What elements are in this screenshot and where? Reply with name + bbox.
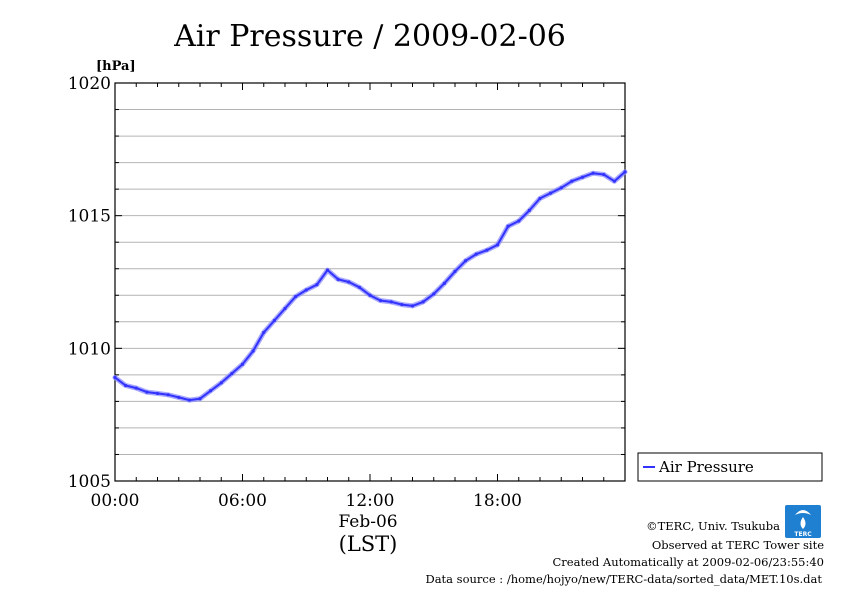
- data-point: [272, 318, 276, 323]
- data-point: [134, 386, 138, 390]
- data-point: [538, 196, 542, 201]
- data-point: [453, 269, 457, 273]
- data-point: [230, 371, 234, 376]
- data-point: [559, 186, 563, 190]
- terc-logo: TERC: [785, 505, 821, 538]
- series-line: [114, 170, 626, 402]
- gridlines: [115, 109, 625, 455]
- x-tick-label: 18:00: [473, 491, 522, 511]
- y-axis-unit-label: [hPa]: [96, 59, 136, 74]
- data-point: [113, 375, 117, 380]
- data-point: [549, 191, 553, 195]
- axis-ticks: [114, 82, 626, 482]
- data-point: [580, 175, 585, 179]
- data-point: [517, 219, 521, 223]
- data-source-text: Data source : /home/hojyo/new/TERC-data/…: [425, 572, 822, 586]
- data-point: [527, 208, 531, 212]
- data-point: [602, 172, 606, 177]
- data-point: [283, 306, 287, 311]
- data-point: [145, 390, 149, 394]
- x-axis-date-label: Feb-06: [338, 512, 397, 532]
- data-point: [155, 391, 160, 396]
- data-point: [187, 398, 191, 402]
- data-point: [623, 170, 627, 174]
- data-point: [389, 300, 393, 304]
- y-tick-label: 1005: [68, 472, 111, 492]
- legend-box: [637, 452, 823, 482]
- created-text: Created Automatically at 2009-02-06/23:5…: [553, 555, 825, 569]
- data-point: [262, 330, 266, 335]
- logo-drop-icon: [800, 517, 806, 529]
- data-point: [347, 280, 351, 284]
- data-point: [612, 179, 616, 183]
- y-tick-label: 1010: [68, 339, 111, 359]
- legend-label: Air Pressure: [658, 458, 754, 476]
- data-point: [442, 281, 446, 285]
- series-air-pressure: [112, 169, 628, 403]
- logo-wave-icon: [795, 510, 811, 515]
- data-point: [357, 285, 361, 289]
- logo-text: TERC: [794, 531, 812, 538]
- data-point: [124, 383, 128, 388]
- data-point: [485, 248, 489, 252]
- data-point: [464, 259, 468, 263]
- y-tick-label: 1020: [68, 74, 111, 94]
- data-point: [410, 304, 415, 308]
- x-tick-label: 12:00: [346, 491, 395, 511]
- data-point: [400, 302, 404, 307]
- data-point: [379, 298, 383, 303]
- data-point: [294, 294, 298, 299]
- data-point: [198, 397, 202, 401]
- data-point: [421, 300, 425, 304]
- data-point: [325, 268, 330, 272]
- data-point: [495, 243, 500, 247]
- x-tick-labels: 00:00 06:00 12:00 18:00: [91, 491, 523, 511]
- data-point: [251, 349, 255, 353]
- x-axis-timezone-label: (LST): [339, 532, 398, 556]
- data-point: [432, 292, 436, 296]
- data-point: [368, 293, 372, 297]
- data-point: [336, 277, 340, 281]
- x-tick-label: 00:00: [91, 491, 140, 511]
- plot-frame: [114, 82, 626, 482]
- data-point: [506, 224, 510, 228]
- observed-text: Observed at TERC Tower site: [652, 538, 824, 552]
- chart-title: Air Pressure / 2009-02-06: [173, 19, 566, 54]
- data-point: [166, 393, 170, 397]
- data-point: [570, 179, 574, 183]
- data-point: [474, 252, 478, 256]
- legend: Air Pressure: [637, 452, 823, 482]
- data-point: [591, 171, 595, 175]
- data-point: [315, 283, 319, 287]
- y-tick-label: 1015: [68, 207, 111, 227]
- data-point: [209, 389, 213, 393]
- data-point: [304, 288, 308, 292]
- data-point: [219, 381, 223, 385]
- y-tick-labels: 1005 1010 1015 1020: [68, 74, 111, 492]
- copyright-text: ©TERC, Univ. Tsukuba: [646, 519, 780, 533]
- x-tick-label: 06:00: [218, 491, 267, 511]
- series-line-halo: [112, 169, 628, 403]
- data-point: [240, 362, 245, 366]
- data-point: [177, 395, 181, 400]
